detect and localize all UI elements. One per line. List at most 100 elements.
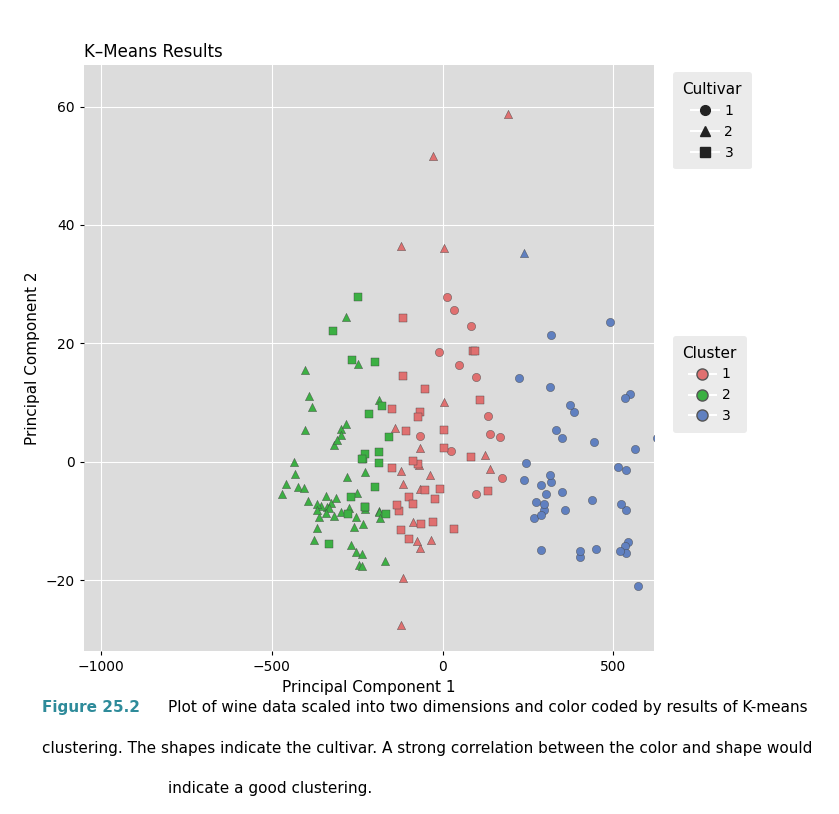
Point <box>615 497 628 510</box>
Point <box>362 407 375 420</box>
Point <box>373 393 386 406</box>
Point <box>473 394 487 407</box>
Point <box>320 506 333 519</box>
Point <box>358 501 372 514</box>
Point <box>612 461 625 474</box>
Point <box>555 431 568 444</box>
Legend: 1, 2, 3: 1, 2, 3 <box>673 336 747 433</box>
Point <box>386 402 399 415</box>
Point <box>413 429 426 442</box>
Point <box>482 484 495 497</box>
Point <box>618 392 632 405</box>
Point <box>406 455 420 468</box>
Point <box>327 510 341 523</box>
Point <box>413 441 426 454</box>
Point <box>399 424 413 437</box>
Point <box>350 486 363 499</box>
X-axis label: Principal Component 1: Principal Component 1 <box>283 680 456 695</box>
Point <box>301 495 315 508</box>
Point <box>355 547 368 560</box>
Point <box>413 483 426 496</box>
Text: clustering. The shapes indicate the cultivar. A strong correlation between the c: clustering. The shapes indicate the cult… <box>42 741 812 755</box>
Point <box>327 439 341 452</box>
Point <box>326 324 340 337</box>
Point <box>586 494 599 507</box>
Point <box>447 522 461 535</box>
Point <box>358 500 372 513</box>
Point <box>501 107 514 120</box>
Point <box>339 418 352 431</box>
Point <box>425 533 438 546</box>
Point <box>411 411 425 424</box>
Point <box>418 382 431 395</box>
Point <box>373 512 387 525</box>
Point <box>308 533 321 546</box>
Point <box>466 344 480 357</box>
Point <box>299 364 312 377</box>
Point <box>483 427 497 440</box>
Point <box>320 489 333 502</box>
Point <box>322 502 336 515</box>
Point <box>352 291 365 304</box>
Point <box>276 488 289 501</box>
Point <box>394 239 408 252</box>
Point <box>414 518 428 531</box>
Point <box>513 371 526 384</box>
Point <box>543 381 556 394</box>
Point <box>632 580 645 593</box>
Point <box>299 423 312 436</box>
Point <box>468 344 482 357</box>
Point <box>696 505 710 518</box>
Point <box>534 544 548 557</box>
Point <box>347 521 361 534</box>
Point <box>315 500 328 513</box>
Point <box>519 456 533 469</box>
Point <box>483 462 497 475</box>
Point <box>335 505 348 518</box>
Point <box>418 484 431 497</box>
Point <box>386 462 399 475</box>
Point <box>379 507 393 520</box>
Point <box>358 502 372 515</box>
Point <box>345 490 358 503</box>
Point <box>352 558 366 571</box>
Point <box>406 497 420 510</box>
Point <box>469 488 482 501</box>
Point <box>396 477 409 490</box>
Point <box>352 357 365 370</box>
Point <box>538 497 551 510</box>
Point <box>539 487 553 500</box>
Point <box>372 457 385 470</box>
Point <box>340 470 353 484</box>
Point <box>434 482 447 495</box>
Point <box>350 510 363 523</box>
Point <box>394 523 408 536</box>
Point <box>373 505 386 518</box>
Point <box>528 512 541 525</box>
Point <box>393 505 406 518</box>
Point <box>618 540 632 553</box>
Point <box>478 449 492 462</box>
Point <box>383 431 396 444</box>
Point <box>545 476 558 489</box>
Point <box>518 247 531 260</box>
Point <box>676 457 690 470</box>
Point <box>545 328 558 341</box>
Point <box>287 456 300 469</box>
Point <box>410 535 424 548</box>
Point <box>437 242 451 255</box>
Point <box>388 422 402 435</box>
Point <box>452 359 466 372</box>
Point <box>518 473 531 486</box>
Point <box>465 320 478 333</box>
Point <box>493 430 507 443</box>
Point <box>403 490 416 503</box>
Point <box>650 431 664 444</box>
Point <box>413 541 426 554</box>
Point <box>372 445 385 458</box>
Point <box>357 518 370 531</box>
Point <box>440 291 454 304</box>
Point <box>312 510 326 523</box>
Point <box>411 457 425 470</box>
Point <box>368 356 382 369</box>
